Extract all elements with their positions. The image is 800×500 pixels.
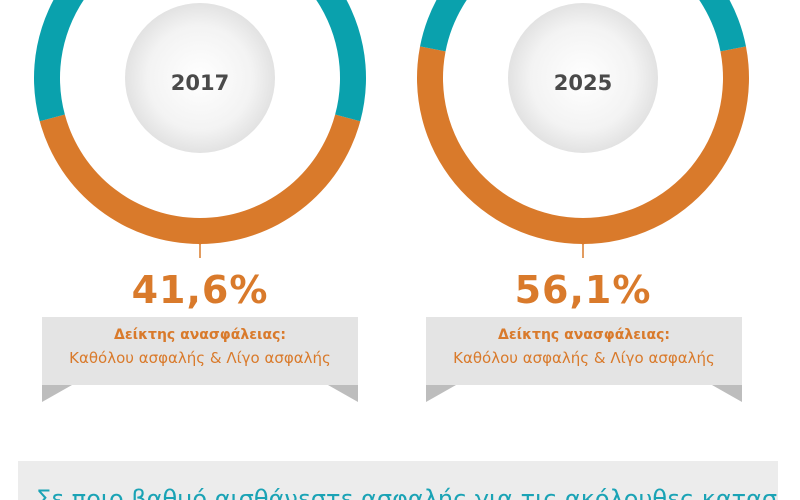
donut-center-disc <box>125 3 275 153</box>
percentage-value-2017: 41,6% <box>131 268 269 312</box>
annotation-text: Καθόλου ασφαλής & Λίγο ασφαλής <box>69 349 331 367</box>
donut-chart-2017: 2017 <box>32 0 372 258</box>
donut-slice-insecure <box>416 46 749 245</box>
center-year-label: 2025 <box>553 71 613 95</box>
donut-slice-remaining <box>34 0 366 122</box>
question-panel: Σε ποιο βαθμό αισθάνεστε ασφαλής για τις… <box>18 461 778 500</box>
donut-slice-remaining <box>420 0 746 52</box>
ribbon-fold-right <box>712 385 742 402</box>
pointer-dot <box>197 239 203 245</box>
ribbon-fold-left <box>42 385 72 402</box>
annotation-text: Καθόλου ασφαλής & Λίγο ασφαλής <box>453 349 715 367</box>
annotation-box-2025: Δείκτης ανασφάλειας: Καθόλου ασφαλής & Λ… <box>426 317 742 385</box>
percentage-value-2025: 56,1% <box>514 268 652 312</box>
question-heading: Σε ποιο βαθμό αισθάνεστε ασφαλής για τις… <box>36 485 778 500</box>
donut-chart-2025: 2025 <box>415 0 755 258</box>
donut-center-disc <box>508 3 658 153</box>
ribbon-fold-right <box>328 385 358 402</box>
ribbon-fold-left <box>426 385 456 402</box>
donut-slice-insecure <box>39 114 361 244</box>
donut-svg-2017 <box>34 0 366 258</box>
annotation-box-2017: Δείκτης ανασφάλειας: Καθόλου ασφαλής & Λ… <box>42 317 358 385</box>
donut-svg-2025 <box>416 0 749 258</box>
center-year-label: 2017 <box>170 71 230 95</box>
annotation-title: Δείκτης ανασφάλειας: <box>114 327 286 343</box>
annotation-title: Δείκτης ανασφάλειας: <box>498 327 670 343</box>
pointer-dot <box>580 239 586 245</box>
